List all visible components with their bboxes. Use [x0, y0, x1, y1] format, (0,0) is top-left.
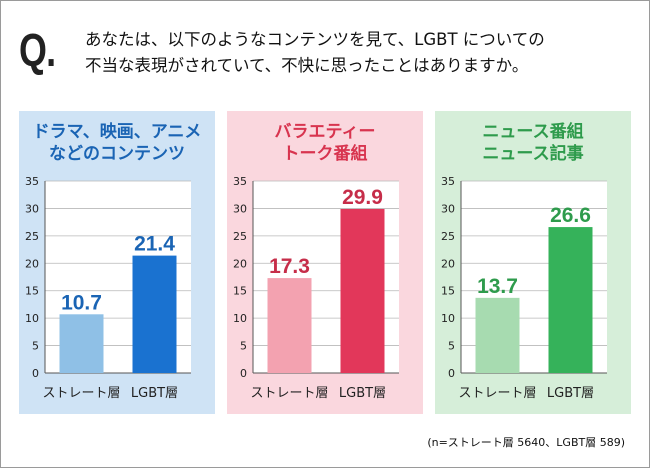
bar-lgbt — [132, 255, 177, 373]
bar-lgbt — [340, 208, 385, 373]
data-label: 17.3 — [269, 255, 310, 278]
x-tick-label: ストレート層 — [42, 386, 120, 401]
chart-title-line-2: ニュース記事 — [482, 144, 584, 164]
chart-title: ニュース番組 ニュース記事 — [435, 121, 631, 165]
data-label: 13.7 — [477, 275, 518, 298]
y-tick-label: 30 — [25, 202, 39, 215]
bar-chart-variety: 0 5 10 15 20 25 30 35 17.3 ストレート層 29.9 LGBT層 — [233, 175, 399, 401]
y-tick-label: 20 — [25, 257, 39, 270]
y-tick-label: 30 — [233, 202, 247, 215]
y-tick-label: 0 — [32, 367, 39, 380]
bar-chart-news: 0 5 10 15 20 25 30 35 13.7 ストレート層 26.6 LGBT層 — [441, 175, 607, 401]
y-tick-label: 25 — [25, 230, 39, 243]
y-tick-label: 10 — [233, 312, 247, 325]
y-tick-label: 15 — [233, 285, 247, 298]
x-tick-label: LGBT層 — [339, 386, 386, 401]
bar-straight — [475, 297, 520, 373]
sample-size-note: (n=ストレート層 5640、LGBT層 589) — [427, 436, 625, 449]
y-tick-label: 10 — [441, 312, 455, 325]
chart-panel-news: ニュース番組 ニュース記事 0 5 10 15 20 25 30 35 13.7 ストレート層 26… — [435, 111, 631, 414]
y-tick-label: 35 — [441, 175, 455, 188]
x-tick-label: LGBT層 — [131, 386, 178, 401]
chart-panel-dramas: ドラマ、映画、アニメ などのコンテンツ 0 5 10 15 20 25 30 35 10.7 スト… — [19, 111, 215, 414]
y-tick-label: 0 — [448, 367, 455, 380]
chart-title: バラエティー トーク番組 — [227, 121, 423, 165]
y-tick-label: 20 — [233, 257, 247, 270]
y-tick-label: 15 — [25, 285, 39, 298]
bar-straight — [59, 314, 104, 373]
chart-panel-variety: バラエティー トーク番組 0 5 10 15 20 25 30 35 17.3 ストレート層 29.… — [227, 111, 423, 414]
chart-title-line-2: トーク番組 — [282, 144, 368, 164]
chart-title-line-1: ニュース番組 — [482, 122, 584, 142]
data-label: 29.9 — [342, 186, 383, 209]
y-tick-label: 35 — [25, 175, 39, 188]
question-line-2: 不当な表現がされていて、不快に思ったことはありますか。 — [85, 56, 529, 75]
y-tick-label: 5 — [448, 340, 455, 353]
y-tick-label: 10 — [25, 312, 39, 325]
y-tick-label: 30 — [441, 202, 455, 215]
x-tick-label: LGBT層 — [547, 386, 594, 401]
data-label: 10.7 — [61, 291, 102, 314]
data-label: 26.6 — [550, 204, 591, 227]
y-tick-label: 0 — [240, 367, 247, 380]
question-text: あなたは、以下のようなコンテンツを見て、LGBT についての 不当な表現がされて… — [85, 27, 625, 79]
question-mark: Q. — [19, 24, 56, 76]
chart-title-line-2: などのコンテンツ — [49, 144, 185, 164]
y-tick-label: 5 — [32, 340, 39, 353]
y-tick-label: 35 — [233, 175, 247, 188]
bar-straight — [267, 278, 312, 373]
y-tick-label: 25 — [441, 230, 455, 243]
chart-title-line-1: ドラマ、映画、アニメ — [32, 122, 202, 142]
y-tick-label: 5 — [240, 340, 247, 353]
x-tick-label: ストレート層 — [250, 386, 328, 401]
y-tick-label: 15 — [441, 285, 455, 298]
x-tick-label: ストレート層 — [458, 386, 536, 401]
bar-lgbt — [548, 227, 593, 373]
chart-title-line-1: バラエティー — [274, 122, 376, 142]
bar-chart-dramas: 0 5 10 15 20 25 30 35 10.7 ストレート層 21.4 LGBT層 — [25, 175, 191, 401]
y-tick-label: 20 — [441, 257, 455, 270]
chart-title: ドラマ、映画、アニメ などのコンテンツ — [19, 121, 215, 165]
data-label: 21.4 — [134, 233, 175, 256]
y-tick-label: 25 — [233, 230, 247, 243]
question-line-1: あなたは、以下のようなコンテンツを見て、LGBT についての — [85, 30, 545, 49]
